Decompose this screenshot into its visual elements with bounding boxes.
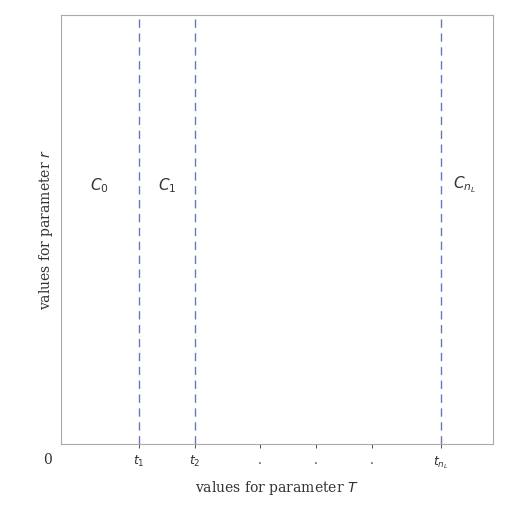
Y-axis label: values for parameter $r$: values for parameter $r$ [38,149,55,310]
X-axis label: values for parameter $T$: values for parameter $T$ [195,479,359,497]
Text: $C_{n_L}$: $C_{n_L}$ [453,175,477,195]
Text: $C_0$: $C_0$ [90,177,109,195]
Text: 0: 0 [44,453,52,467]
Text: $C_1$: $C_1$ [157,177,176,195]
